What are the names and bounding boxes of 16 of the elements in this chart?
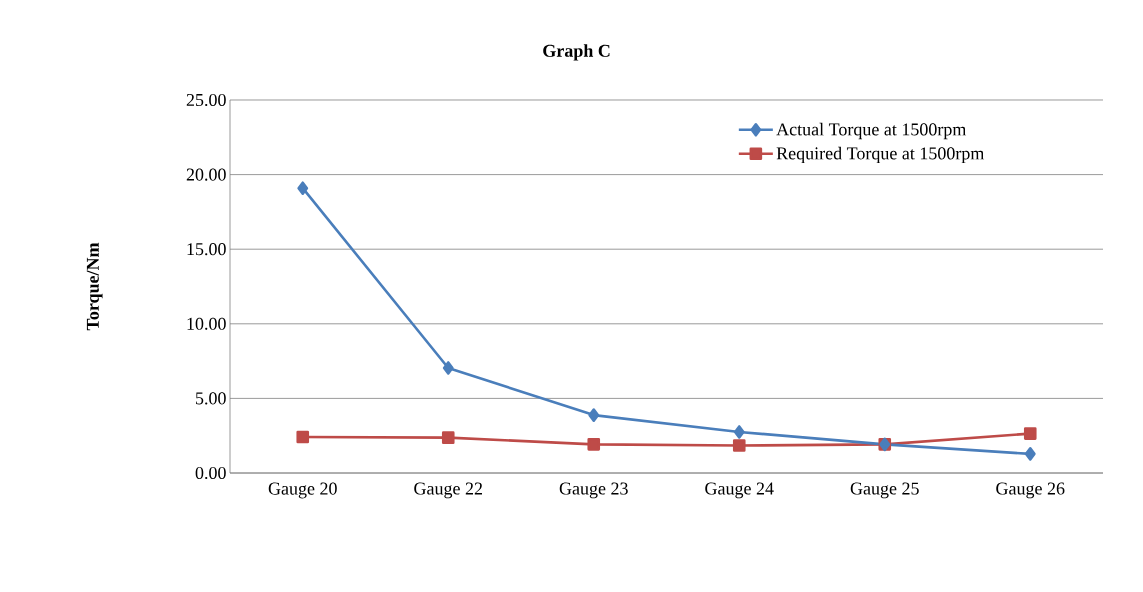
x-tick-label: Gauge 25 <box>850 482 919 499</box>
legend-label: Actual Torque at 1500rpm <box>776 122 967 140</box>
y-tick-label: 15.00 <box>187 243 226 256</box>
x-tick-label: Gauge 24 <box>705 482 774 499</box>
legend-label: Required Torque at 1500rpm <box>776 146 985 164</box>
y-axis-title: Torque/Nm <box>86 242 103 331</box>
y-tick-label: 10.00 <box>187 317 226 330</box>
x-tick-label: Gauge 23 <box>559 482 628 499</box>
chart-title: Graph C <box>543 44 610 61</box>
y-tick-label: 0.00 <box>195 466 226 480</box>
y-tick-label: 5.00 <box>196 392 226 405</box>
x-tick-label: Gauge 22 <box>414 482 482 499</box>
y-tick-label: 25.00 <box>186 93 226 107</box>
x-tick-label: Gauge 26 <box>996 482 1065 499</box>
x-tick-label: Gauge 20 <box>268 482 337 499</box>
y-tick-label: 20.00 <box>186 168 226 181</box>
